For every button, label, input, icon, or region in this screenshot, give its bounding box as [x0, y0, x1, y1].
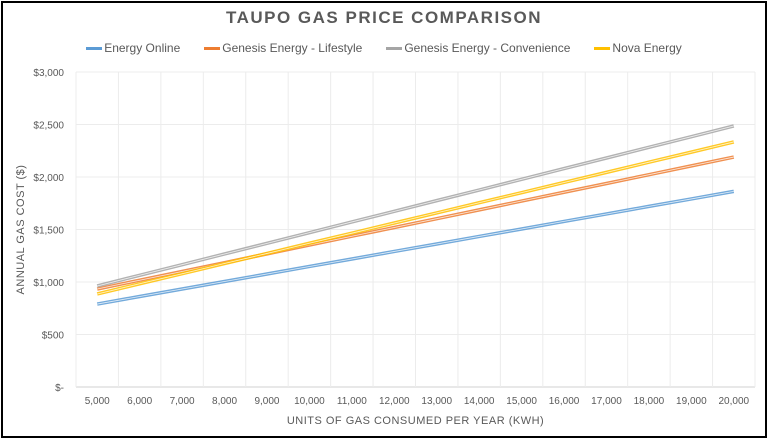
x-axis-title: UNITS OF GAS CONSUMED PER YEAR (KWH)	[287, 415, 544, 427]
legend-label: Nova Energy	[612, 41, 682, 55]
x-tick-label: 17,000	[591, 396, 622, 407]
series-line-highlight-genesis-energy-convenience	[97, 125, 734, 287]
y-axis-title: ANNUAL GAS COST ($)	[15, 165, 27, 295]
x-tick-label: 18,000	[634, 396, 665, 407]
y-tick-label: $3,000	[33, 68, 64, 79]
chart-title: TAUPO GAS PRICE COMPARISON	[225, 8, 543, 27]
legend: Energy Online Genesis Energy - Lifestyle G…	[0, 41, 768, 55]
x-tick-label: 5,000	[85, 396, 110, 407]
y-tick-label: $2,000	[33, 173, 64, 184]
x-tick-label: 19,000	[676, 396, 707, 407]
x-tick-label: 13,000	[421, 396, 452, 407]
series-line-highlight-energy-online	[97, 190, 734, 305]
x-tick-label: 11,000	[337, 396, 367, 407]
x-tick-label: 7,000	[170, 396, 195, 407]
legend-item-nova-energy: Nova Energy	[594, 41, 682, 55]
y-tick-label: $-	[55, 383, 64, 394]
x-tick-label: 10,000	[294, 396, 325, 407]
x-tick-label: 15,000	[506, 396, 537, 407]
legend-item-genesis-energy-convenience: Genesis Energy - Convenience	[386, 41, 570, 55]
x-tick-label: 16,000	[549, 396, 580, 407]
legend-label: Genesis Energy - Convenience	[404, 41, 571, 55]
y-tick-label: $500	[42, 331, 65, 342]
y-tick-label: $1,000	[33, 278, 64, 289]
x-tick-label: 20,000	[718, 396, 749, 407]
x-tick-label: 12,000	[379, 396, 410, 407]
x-tick-label: 6,000	[127, 396, 152, 407]
x-tick-label: 14,000	[464, 396, 495, 407]
legend-label: Genesis Energy - Lifestyle	[222, 41, 363, 55]
legend-swatch	[204, 46, 221, 50]
y-tick-label: $1,500	[33, 226, 64, 237]
legend-item-energy-online: Energy Online	[86, 41, 180, 55]
legend-label: Energy Online	[104, 41, 181, 55]
legend-swatch	[86, 46, 103, 50]
y-tick-label: $2,500	[33, 121, 64, 132]
legend-swatch	[594, 46, 611, 50]
legend-item-genesis-energy-lifestyle: Genesis Energy - Lifestyle	[204, 41, 362, 55]
x-tick-label: 9,000	[254, 396, 279, 407]
series-line-highlight-nova-energy	[97, 141, 734, 295]
legend-swatch	[386, 46, 403, 50]
x-tick-label: 8,000	[212, 396, 237, 407]
